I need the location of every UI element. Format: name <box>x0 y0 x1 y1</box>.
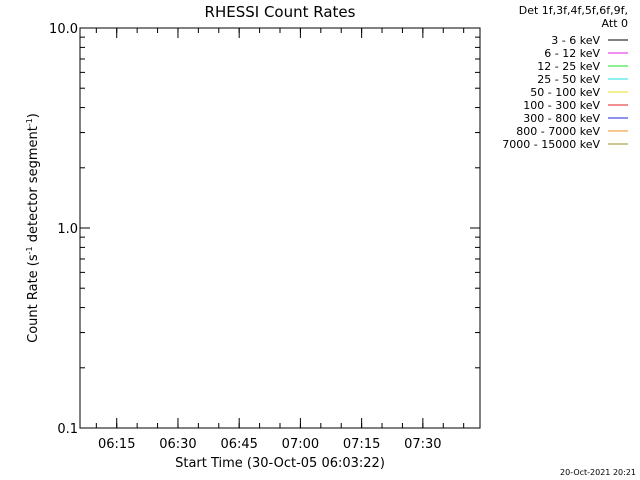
x-tick-label: 06:15 <box>98 437 135 452</box>
y-axis-label-end: ) <box>26 113 41 118</box>
y-axis-label-sup2: -1 <box>25 118 34 126</box>
y-axis-ticks: 0.1 1.0 10.0 <box>49 22 480 437</box>
x-tick-label: 07:15 <box>343 437 380 452</box>
chart-title: RHESSI Count Rates <box>205 3 356 21</box>
legend-entry-label: 12 - 25 keV <box>537 60 600 73</box>
plot-frame <box>79 27 481 429</box>
legend-entry-label: 25 - 50 keV <box>537 73 600 86</box>
y-axis-label-sup1: -1 <box>25 246 34 254</box>
legend-entry-label: 6 - 12 keV <box>544 47 600 60</box>
x-tick-label: 07:00 <box>282 437 319 452</box>
x-axis-label: Start Time (30-Oct-05 06:03:22) <box>175 456 385 471</box>
y-tick-label: 0.1 <box>57 422 78 437</box>
x-tick-label: 07:30 <box>404 437 441 452</box>
legend-entry-label: 300 - 800 keV <box>523 112 600 125</box>
legend-entry-label: 7000 - 15000 keV <box>502 138 600 151</box>
legend-entry-label: 100 - 300 keV <box>523 99 600 112</box>
legend-entry-label: 3 - 6 keV <box>551 34 600 47</box>
legend-entry-label: 50 - 100 keV <box>530 86 600 99</box>
x-axis-ticks: 06:15 06:30 06:45 07:00 07:15 07:30 <box>95 28 465 452</box>
y-tick-label: 1.0 <box>57 222 78 237</box>
legend-entry-label: 800 - 7000 keV <box>516 125 600 138</box>
x-tick-label: 06:30 <box>159 437 196 452</box>
x-tick-label: 06:45 <box>220 437 257 452</box>
legend: Det 1f,3f,4f,5f,6f,9f, Att 0 3 - 6 keV6 … <box>502 4 628 151</box>
y-axis-label-main: Count Rate (s <box>26 254 41 343</box>
y-axis-label: Count Rate (s-1 detector segment-1) <box>25 113 41 343</box>
y-tick-label: 10.0 <box>49 22 78 37</box>
legend-header-line1: Det 1f,3f,4f,5f,6f,9f, <box>519 4 628 17</box>
legend-header-line2: Att 0 <box>602 17 628 30</box>
y-axis-label-mid: detector segment <box>26 126 41 246</box>
timestamp: 20-Oct-2021 20:21 <box>560 468 636 477</box>
